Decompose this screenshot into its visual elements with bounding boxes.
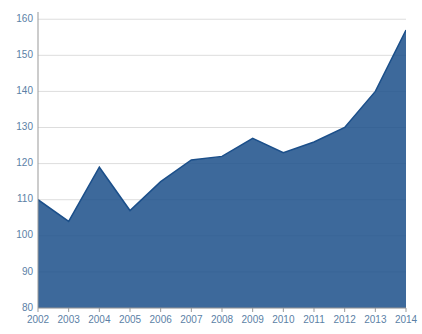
x-tick-label: 2003 — [58, 314, 81, 325]
x-tick — [38, 308, 39, 312]
y-tick-label: 100 — [16, 229, 33, 240]
x-tick-label: 2006 — [150, 314, 173, 325]
x-tick-label: 2012 — [334, 314, 357, 325]
y-tick-labels: 80 90 100 110 120 130 140 150 160 — [16, 13, 33, 313]
x-tick — [191, 308, 192, 312]
x-tick — [130, 308, 131, 312]
area — [38, 30, 406, 308]
y-tick-label: 120 — [16, 157, 33, 168]
x-tick — [99, 308, 100, 312]
grid-line — [38, 19, 406, 20]
x-tick-label: 2009 — [242, 314, 265, 325]
x-tick-label: 2013 — [364, 314, 387, 325]
x-tick — [222, 308, 223, 312]
x-tick — [375, 308, 376, 312]
x-tick — [406, 308, 407, 312]
plot-area — [38, 30, 406, 308]
x-tick-label: 2005 — [119, 314, 142, 325]
y-tick-label: 150 — [16, 49, 33, 60]
y-tick-label: 110 — [17, 193, 33, 204]
x-tick-label: 2008 — [211, 314, 234, 325]
x-tick — [344, 308, 345, 312]
y-axis-line — [38, 12, 39, 308]
x-tick-label: 2007 — [180, 314, 203, 325]
line — [38, 30, 406, 221]
x-tick-label: 2002 — [27, 314, 50, 325]
x-axis: 2002 2003 2004 2005 2006 2007 2008 2009 2010 2011… — [27, 308, 418, 325]
x-tick — [160, 308, 161, 312]
x-tick-label: 2010 — [272, 314, 295, 325]
grid-line — [38, 55, 406, 56]
y-tick-label: 130 — [16, 121, 33, 132]
x-tick-label: 2011 — [303, 314, 325, 325]
x-tick — [283, 308, 284, 312]
y-tick-label: 160 — [16, 13, 33, 24]
x-tick — [68, 308, 69, 312]
chart-svg: 8090100110120130140150160200220032004200… — [0, 0, 422, 334]
y-grid — [38, 19, 406, 308]
grid-line — [38, 91, 406, 92]
chart-container: 8090100110120130140150160200220032004200… — [0, 0, 422, 334]
x-tick-label: 2004 — [88, 314, 111, 325]
x-tick — [252, 308, 253, 312]
x-tick — [314, 308, 315, 312]
y-tick-label: 140 — [16, 85, 33, 96]
y-tick-label: 90 — [22, 266, 34, 277]
y-tick-label: 80 — [22, 302, 34, 313]
x-tick-label: 2014 — [395, 314, 418, 325]
